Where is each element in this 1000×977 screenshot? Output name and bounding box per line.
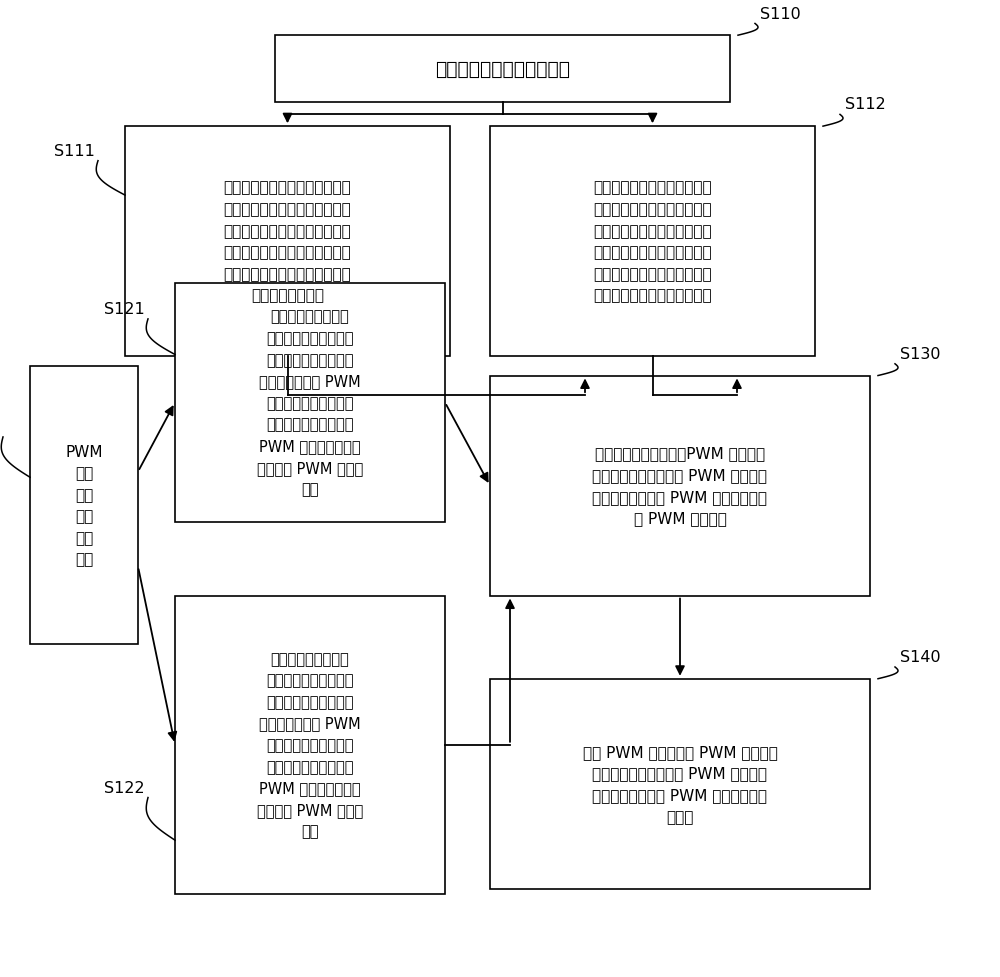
Text: S121: S121: [104, 302, 145, 317]
Bar: [490, 376, 870, 596]
Text: S112: S112: [845, 98, 886, 112]
Bar: [490, 127, 815, 357]
Text: S122: S122: [104, 780, 145, 795]
Bar: [175, 283, 445, 523]
Text: 永磁电机未接预定负
载，检测永磁电机在预
定转速下工作时的空载
恒定机械损耗和 PWM
波空载输入功率，并根
据空载恒定机械损耗和
PWM 波空载输入功率
计算: 永磁电机未接预定负 载，检测永磁电机在预 定转速下工作时的空载 恒定机械损耗和 …: [257, 651, 363, 839]
Text: 根据正弦波负载损耗、PWM 波负载损
耗、正弦波空载损耗和 PWM 波空载损
耗获取永磁电机在 PWM 波电源供电时
的 PWM 波总损耗: 根据正弦波负载损耗、PWM 波负载损 耗、正弦波空载损耗和 PWM 波空载损 耗…: [592, 446, 767, 526]
Bar: [490, 679, 870, 889]
Text: 正弦波电源给永磁电机供电: 正弦波电源给永磁电机供电: [435, 60, 570, 79]
Text: 永磁电机接入预定负
载，检测永磁电机在预
定转速下工作时的负载
恒定机械损耗和 PWM
波负载输入功率，并根
据负载恒定机械损耗和
PWM 波负载输入功率
计算: 永磁电机接入预定负 载，检测永磁电机在预 定转速下工作时的负载 恒定机械损耗和 …: [257, 309, 363, 497]
Bar: [30, 366, 138, 645]
Bar: [275, 36, 730, 103]
Bar: [175, 596, 445, 894]
Text: 根据 PWM 波总损耗和 PWM 波负载输
入功率计算永磁电机在 PWM 波电源供
电时的效率，作为 PWM 激励源永磁电
机效率: 根据 PWM 波总损耗和 PWM 波负载输 入功率计算永磁电机在 PWM 波电源…: [583, 744, 777, 824]
Text: 永磁电机接入预定负载，检测永
磁电机在预定转速下工作时的负
载恒定机械损耗和正弦波负载输
入功率，并根据负载恒定机械损
耗和正弦波负载输入功率计算得
到正弦波负: 永磁电机接入预定负载，检测永 磁电机在预定转速下工作时的负 载恒定机械损耗和正弦…: [224, 181, 351, 303]
Text: PWM
波电
源给
永磁
电机
供电: PWM 波电 源给 永磁 电机 供电: [65, 445, 103, 567]
Text: S110: S110: [760, 7, 801, 21]
Text: S130: S130: [900, 347, 940, 361]
Bar: [125, 127, 450, 357]
Text: S111: S111: [54, 144, 95, 158]
Text: 永磁电机未接预定负载，检测
永磁电机在预定转速下工作时
的空载恒定机械损耗和正弦波
空载输入功率，并根据空载恒
定机械损耗和正弦波空载输入
功率计算得到正弦波空: 永磁电机未接预定负载，检测 永磁电机在预定转速下工作时 的空载恒定机械损耗和正弦…: [593, 181, 712, 303]
Text: S140: S140: [900, 650, 941, 664]
